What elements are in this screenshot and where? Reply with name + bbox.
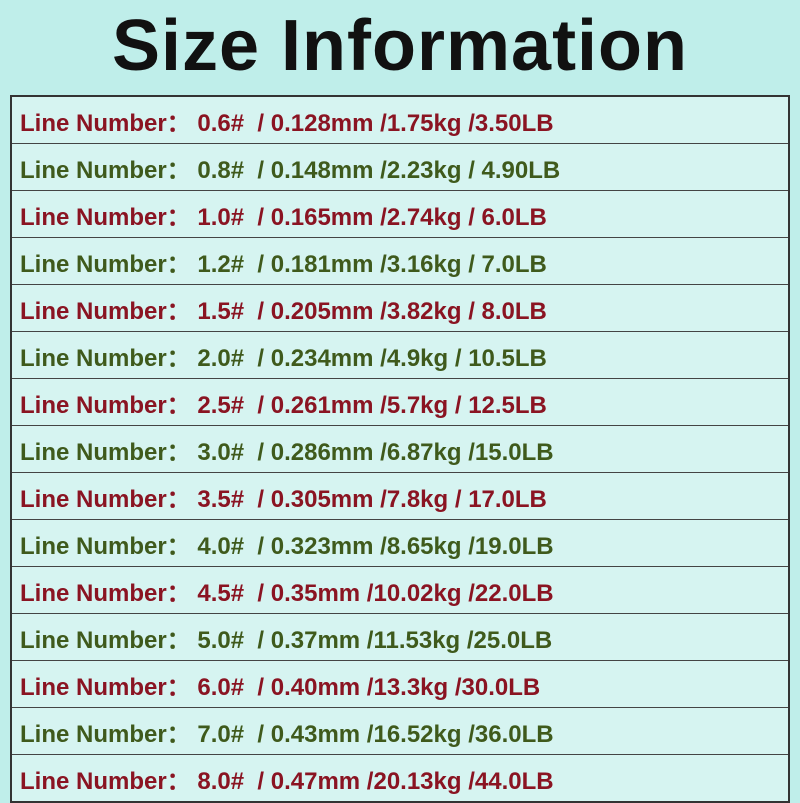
row-label: Line Number： — [20, 109, 191, 137]
size-cell: Line Number： 4.5# / 0.35mm /10.02kg /22.… — [10, 566, 790, 614]
row-label: Line Number： — [20, 626, 191, 654]
row-value: 7.0# / 0.43mm /16.52kg /36.0LB — [190, 720, 554, 748]
row-label: Line Number： — [20, 344, 191, 372]
row-value: 4.5# / 0.35mm /10.02kg /22.0LB — [190, 579, 554, 607]
row-label: Line Number： — [20, 203, 191, 231]
size-row: Line Number： 2.0# / 0.234mm /4.9kg / 10.… — [10, 331, 790, 379]
size-cell: Line Number： 1.0# / 0.165mm /2.74kg / 6.… — [10, 190, 790, 238]
row-label: Line Number： — [20, 767, 191, 795]
size-row: Line Number： 6.0# / 0.40mm /13.3kg /30.0… — [10, 660, 790, 708]
row-value: 0.8# / 0.148mm /2.23kg / 4.90LB — [190, 156, 561, 184]
row-value: 8.0# / 0.47mm /20.13kg /44.0LB — [190, 767, 554, 795]
size-cell: Line Number： 8.0# / 0.47mm /20.13kg /44.… — [10, 754, 790, 803]
row-value: 1.0# / 0.165mm /2.74kg / 6.0LB — [190, 203, 547, 231]
row-value: 1.5# / 0.205mm /3.82kg / 8.0LB — [190, 297, 547, 325]
size-cell: Line Number： 4.0# / 0.323mm /8.65kg /19.… — [10, 519, 790, 567]
table-body: Line Number： 0.6# / 0.128mm /1.75kg /3.5… — [10, 95, 790, 803]
size-cell: Line Number： 3.0# / 0.286mm /6.87kg /15.… — [10, 425, 790, 473]
size-cell: Line Number： 3.5# / 0.305mm /7.8kg / 17.… — [10, 472, 790, 520]
size-cell: Line Number： 0.8# / 0.148mm /2.23kg / 4.… — [10, 143, 790, 191]
size-cell: Line Number： 1.2# / 0.181mm /3.16kg / 7.… — [10, 237, 790, 285]
size-cell: Line Number： 7.0# / 0.43mm /16.52kg /36.… — [10, 707, 790, 755]
size-cell: Line Number： 1.5# / 0.205mm /3.82kg / 8.… — [10, 284, 790, 332]
row-value: 0.6# / 0.128mm /1.75kg /3.50LB — [190, 109, 554, 137]
row-value: 2.0# / 0.234mm /4.9kg / 10.5LB — [190, 344, 547, 372]
size-row: Line Number： 4.0# / 0.323mm /8.65kg /19.… — [10, 519, 790, 567]
size-row: Line Number： 1.2# / 0.181mm /3.16kg / 7.… — [10, 237, 790, 285]
size-cell: Line Number： 0.6# / 0.128mm /1.75kg /3.5… — [10, 95, 790, 144]
row-label: Line Number： — [20, 720, 191, 748]
size-table: Line Number： 0.6# / 0.128mm /1.75kg /3.5… — [10, 95, 790, 803]
size-row: Line Number： 1.0# / 0.165mm /2.74kg / 6.… — [10, 190, 790, 238]
row-value: 3.0# / 0.286mm /6.87kg /15.0LB — [190, 438, 554, 466]
title: Size Information — [111, 6, 689, 86]
row-label: Line Number： — [20, 438, 191, 466]
row-label: Line Number： — [20, 391, 191, 419]
row-label: Line Number： — [20, 485, 191, 513]
row-label: Line Number： — [20, 156, 191, 184]
row-label: Line Number： — [20, 579, 191, 607]
row-label: Line Number： — [20, 673, 191, 701]
size-row: Line Number： 2.5# / 0.261mm /5.7kg / 12.… — [10, 378, 790, 426]
size-row: Line Number： 5.0# / 0.37mm /11.53kg /25.… — [10, 613, 790, 661]
size-row: Line Number： 0.8# / 0.148mm /2.23kg / 4.… — [10, 143, 790, 191]
size-row: Line Number： 3.5# / 0.305mm /7.8kg / 17.… — [10, 472, 790, 520]
row-value: 2.5# / 0.261mm /5.7kg / 12.5LB — [190, 391, 547, 419]
row-value: 3.5# / 0.305mm /7.8kg / 17.0LB — [190, 485, 547, 513]
size-row: Line Number： 4.5# / 0.35mm /10.02kg /22.… — [10, 566, 790, 614]
size-row: Line Number： 3.0# / 0.286mm /6.87kg /15.… — [10, 425, 790, 473]
row-value: 6.0# / 0.40mm /13.3kg /30.0LB — [190, 673, 541, 701]
size-cell: Line Number： 6.0# / 0.40mm /13.3kg /30.0… — [10, 660, 790, 708]
row-value: 5.0# / 0.37mm /11.53kg /25.0LB — [190, 626, 553, 654]
size-row: Line Number： 7.0# / 0.43mm /16.52kg /36.… — [10, 707, 790, 755]
size-cell: Line Number： 2.0# / 0.234mm /4.9kg / 10.… — [10, 331, 790, 379]
size-row: Line Number： 1.5# / 0.205mm /3.82kg / 8.… — [10, 284, 790, 332]
row-label: Line Number： — [20, 297, 191, 325]
row-value: 4.0# / 0.323mm /8.65kg /19.0LB — [190, 532, 554, 560]
row-label: Line Number： — [20, 532, 191, 560]
size-cell: Line Number： 5.0# / 0.37mm /11.53kg /25.… — [10, 613, 790, 661]
row-label: Line Number： — [20, 250, 191, 278]
size-row: Line Number： 8.0# / 0.47mm /20.13kg /44.… — [10, 754, 790, 803]
row-value: 1.2# / 0.181mm /3.16kg / 7.0LB — [190, 250, 547, 278]
size-cell: Line Number： 2.5# / 0.261mm /5.7kg / 12.… — [10, 378, 790, 426]
size-row: Line Number： 0.6# / 0.128mm /1.75kg /3.5… — [10, 95, 790, 144]
